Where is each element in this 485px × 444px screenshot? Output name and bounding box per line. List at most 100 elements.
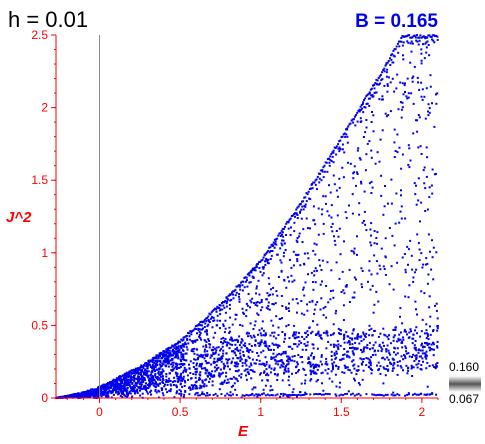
- scatter-point: [364, 169, 367, 172]
- scatter-point: [204, 348, 206, 351]
- scatter-point: [348, 369, 351, 372]
- scatter-point: [93, 394, 96, 397]
- scatter-point: [178, 388, 181, 391]
- scatter-point: [247, 394, 250, 397]
- scatter-point: [420, 201, 423, 204]
- scatter-point: [219, 304, 222, 307]
- scatter-point: [273, 369, 276, 371]
- scatter-point: [164, 357, 167, 360]
- scatter-point: [386, 85, 389, 87]
- scatter-point: [280, 353, 282, 356]
- scatter-point: [294, 215, 296, 218]
- scatter-point: [307, 356, 310, 359]
- scatter-point: [277, 363, 280, 366]
- scatter-point: [426, 335, 429, 338]
- scatter-point: [146, 371, 149, 374]
- scatter-point: [344, 136, 347, 138]
- scatter-point: [398, 221, 401, 224]
- scatter-point: [193, 384, 196, 386]
- scatter-point: [177, 355, 180, 358]
- scatter-point: [136, 382, 139, 385]
- scatter-point: [320, 269, 323, 271]
- scatter-point: [197, 394, 200, 397]
- scatter-point: [175, 345, 178, 348]
- scatter-point: [387, 76, 390, 79]
- scatter-point: [175, 374, 178, 377]
- scatter-point: [169, 359, 172, 362]
- scatter-point: [382, 98, 384, 101]
- scatter-point: [435, 172, 437, 175]
- scatter-point: [290, 266, 293, 269]
- scatter-point: [248, 343, 251, 346]
- scatter-point: [156, 377, 158, 380]
- scatter-point: [337, 348, 340, 351]
- scatter-point: [119, 383, 122, 385]
- scatter-point: [365, 364, 368, 367]
- scatter-point: [258, 293, 261, 296]
- scatter-point: [123, 386, 126, 389]
- scatter-point: [230, 336, 233, 339]
- scatter-point: [297, 253, 300, 256]
- scatter-point: [243, 369, 246, 372]
- scatter-point: [206, 353, 209, 356]
- scatter-point: [206, 350, 209, 353]
- scatter-point: [74, 394, 77, 397]
- scatter-point: [243, 394, 246, 397]
- scatter-point: [123, 384, 126, 387]
- scatter-point: [232, 384, 235, 387]
- scatter-point: [375, 237, 378, 239]
- scatter-point: [399, 307, 402, 310]
- scatter-point: [170, 353, 173, 356]
- scatter-point: [206, 333, 209, 336]
- scatter-point: [147, 376, 150, 379]
- scatter-point: [172, 368, 175, 371]
- scatter-point: [145, 374, 148, 377]
- scatter-point: [262, 349, 265, 352]
- scatter-point: [399, 315, 401, 318]
- scatter-point: [167, 346, 170, 349]
- scatter-point: [168, 355, 171, 358]
- scatter-point: [250, 364, 253, 367]
- scatter-point: [358, 213, 361, 216]
- scatter-point: [230, 394, 232, 397]
- scatter-point: [352, 250, 355, 253]
- scatter-point: [253, 269, 256, 271]
- scatter-point: [368, 324, 371, 327]
- scatter-point: [204, 372, 207, 375]
- scatter-point: [226, 378, 229, 381]
- scatter-point: [371, 334, 374, 337]
- scatter-point: [430, 268, 433, 271]
- scatter-point: [232, 357, 235, 360]
- scatter-point: [97, 393, 100, 396]
- scatter-point: [309, 369, 312, 372]
- scatter-point: [266, 260, 269, 263]
- scatter-point: [403, 354, 405, 357]
- scatter-point: [415, 326, 418, 329]
- scatter-point: [264, 252, 267, 255]
- scatter-point: [352, 177, 355, 180]
- scatter-point: [305, 200, 308, 203]
- scatter-point: [328, 184, 330, 187]
- scatter-point: [264, 263, 267, 266]
- scatter-point: [303, 368, 306, 371]
- scatter-point: [400, 355, 403, 358]
- scatter-point: [321, 170, 324, 173]
- scatter-point: [107, 383, 109, 386]
- scatter-point: [126, 395, 129, 398]
- scatter-point: [212, 346, 215, 349]
- scatter-point: [334, 373, 337, 376]
- scatter-point: [282, 352, 285, 355]
- scatter-point: [431, 102, 433, 105]
- scatter-point: [392, 364, 395, 367]
- scatter-point: [159, 355, 161, 358]
- scatter-point: [373, 230, 376, 232]
- scatter-point: [272, 352, 275, 355]
- scatter-point: [436, 325, 439, 328]
- scatter-point: [411, 77, 414, 80]
- scatter-point: [299, 211, 301, 214]
- scatter-point: [271, 357, 274, 360]
- scatter-point: [191, 388, 194, 390]
- scatter-point: [288, 218, 291, 221]
- scatter-point: [144, 386, 147, 389]
- scatter-point: [343, 348, 346, 350]
